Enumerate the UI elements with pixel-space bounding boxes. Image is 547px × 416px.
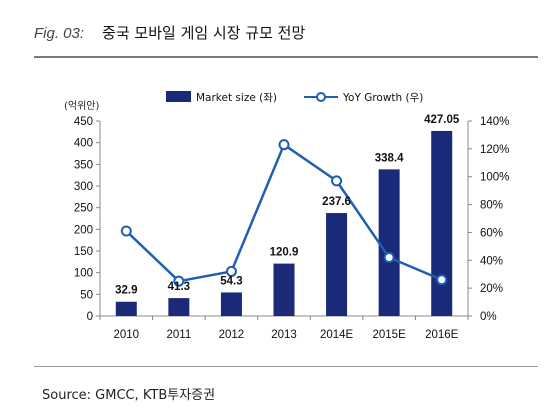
x-axis-tick-label: 2015E [373,329,407,341]
yoy-point-2015E [383,252,395,263]
left-axis-tick-label: 100 [74,268,93,280]
legend-line-marker [316,92,326,102]
yoy-point-2016E [436,274,448,286]
bar-value-label: 32.9 [115,285,137,297]
left-axis-tick-label: 0 [87,311,93,323]
left-axis-tick-label: 200 [74,224,93,236]
left-axis-tick-label: 300 [74,181,93,193]
source-note: Source: GMCC, KTB투자증권 [42,388,216,403]
left-axis-tick-label: 250 [74,203,93,215]
figure-header: Fig. 03: 중국 모바일 게임 시장 규모 전망 [34,22,305,46]
left-axis-tick-label: 450 [74,116,93,128]
bar-value-label: 427.05 [424,114,460,126]
chart-legend: Market size (좌) YoY Growth (우) [166,91,423,104]
bar-2013 [273,263,295,316]
data-labels: 32.9 41.3 54.3 120.9 237.6 338.4 427.05 [115,114,460,297]
bar-value-label: 338.4 [375,152,404,164]
legend-bar-swatch [166,91,191,102]
right-axis-tick-label: 60% [480,227,503,239]
bar-value-label: 237.6 [322,196,351,208]
bar-2012 [220,292,242,316]
x-axis-tick-label: 2010 [113,329,139,341]
bar-2010 [115,301,137,316]
right-axis-tick-label: 120% [480,144,509,156]
right-axis-tick-label: 20% [480,283,503,295]
left-axis-tick-label: 150 [74,246,93,258]
bar-2014E [326,213,348,316]
chart-axes: (억위안) 0 50 100 150 200 250 300 350 400 450 0% 20% 40%… [64,99,509,341]
yoy-point-2012 [225,265,237,277]
x-axis-tick-label: 2011 [166,329,191,341]
left-axis-tick-label: 400 [74,138,93,150]
right-axis-tick-label: 0% [480,311,497,323]
right-axis-tick-label: 80% [480,200,503,212]
bar-2011 [168,298,190,316]
header-divider [34,56,538,58]
x-axis-tick-label: 2013 [271,329,297,341]
footer-divider [34,366,538,367]
x-axis-tick-label: 2016E [425,329,459,341]
x-axis-tick-label: 2012 [219,329,245,341]
left-axis-unit: (억위안) [64,99,100,112]
line-series [120,139,448,287]
x-axis-tick-label: 2014E [320,329,354,341]
legend-line-label: YoY Growth (우) [342,92,423,104]
bar-series [115,130,453,316]
bar-2015E [378,169,400,316]
yoy-point-2014E [331,175,343,187]
bar-value-label: 41.3 [168,281,190,293]
bar-value-label: 120.9 [270,247,299,259]
yoy-point-2013 [278,139,290,151]
figure-title: 중국 모바일 게임 시장 규모 전망 [102,24,306,42]
right-axis-tick-label: 40% [480,255,503,267]
bar-2016E [431,130,453,316]
legend-bar-label: Market size (좌) [196,92,277,104]
yoy-point-2011 [173,275,185,287]
left-axis-tick-label: 50 [80,289,93,301]
bar-value-label: 54.3 [220,275,242,287]
figure-number: Fig. 03: [34,25,85,42]
right-axis-tick-label: 100% [480,172,509,184]
combo-chart: (억위안) 0 50 100 150 200 250 300 350 400 450 0% 20% 40%… [64,91,509,341]
yoy-point-2010 [120,225,132,237]
right-axis-tick-label: 140% [480,116,509,128]
left-axis-tick-label: 350 [74,159,93,171]
